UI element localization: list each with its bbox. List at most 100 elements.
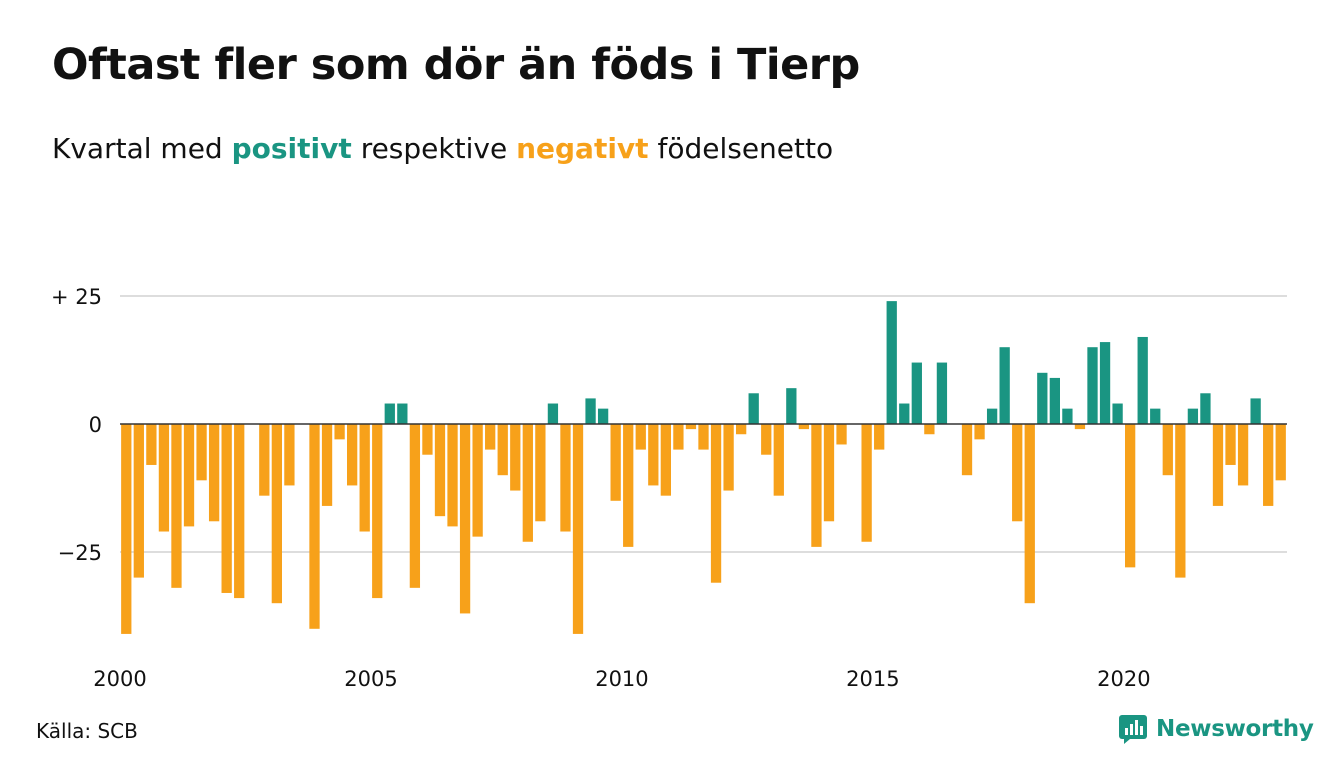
bar (234, 424, 245, 599)
bar (623, 424, 634, 547)
bar-layer (121, 301, 1286, 634)
brand-logo[interactable]: Newsworthy (1118, 714, 1314, 744)
bar (259, 424, 270, 496)
bar (736, 424, 747, 435)
bar (535, 424, 546, 522)
bar (1250, 398, 1261, 424)
bar (811, 424, 822, 547)
bar (836, 424, 847, 445)
bar (861, 424, 872, 542)
bar (1237, 424, 1249, 486)
bar (899, 403, 910, 424)
subtitle-positive: positivt (231, 132, 352, 165)
bar (597, 408, 609, 424)
bar (572, 424, 584, 634)
bar (284, 424, 295, 486)
bar (510, 424, 521, 491)
bar (397, 403, 408, 424)
bar (434, 424, 446, 517)
x-tick-label: 2020 (1097, 667, 1150, 691)
bar (1150, 408, 1161, 424)
bar (1062, 408, 1073, 424)
bar (986, 408, 998, 424)
bar (359, 424, 370, 532)
bar (422, 424, 433, 455)
subtitle-start: Kvartal med (52, 132, 223, 165)
bar (171, 424, 182, 588)
bar (773, 424, 784, 496)
bar (1099, 342, 1111, 424)
bar (1049, 377, 1060, 424)
bar (372, 424, 383, 599)
bar (1074, 424, 1086, 430)
bar (560, 424, 571, 532)
bar (1125, 424, 1136, 568)
chart-subtitle: Kvartal med positivt respektive negativt… (52, 132, 833, 165)
bar (999, 347, 1010, 424)
brand-name: Newsworthy (1156, 716, 1314, 742)
bar (196, 424, 207, 481)
bar (585, 398, 596, 424)
bar (309, 424, 320, 629)
bar (1175, 424, 1186, 578)
bar (974, 424, 985, 440)
bar (472, 424, 483, 537)
source-label: Källa: SCB (36, 719, 138, 743)
x-tick-label: 2005 (344, 667, 397, 691)
bar (271, 424, 282, 604)
bar (1263, 424, 1274, 506)
chart-title: Oftast fler som dör än föds i Tierp (52, 40, 860, 90)
bar (648, 424, 659, 486)
bar (723, 424, 734, 491)
bar (1225, 424, 1236, 465)
bar (874, 424, 885, 450)
bar (698, 424, 709, 450)
bar (146, 424, 157, 465)
bar (384, 403, 395, 424)
bar (321, 424, 333, 506)
bar (1112, 403, 1123, 424)
bar (1187, 408, 1199, 424)
bar (522, 424, 533, 542)
bar (1037, 372, 1048, 424)
bar (924, 424, 935, 435)
bar (121, 424, 132, 634)
bar (334, 424, 345, 440)
bar (635, 424, 646, 450)
bar (610, 424, 621, 501)
bar (221, 424, 232, 593)
bar (685, 424, 697, 430)
bar (1275, 424, 1286, 481)
bar (1087, 347, 1098, 424)
bar (961, 424, 973, 476)
bar (1012, 424, 1023, 522)
x-tick-label: 2010 (595, 667, 648, 691)
bar (1212, 424, 1224, 506)
bar (208, 424, 220, 522)
bar (660, 424, 671, 496)
bar (710, 424, 722, 583)
bar (886, 301, 897, 424)
bar (786, 388, 797, 424)
bar (1137, 336, 1148, 424)
bar (1162, 424, 1173, 476)
bar (761, 424, 772, 455)
bar (158, 424, 170, 532)
bar (133, 424, 144, 578)
bar (547, 403, 559, 424)
subtitle-mid: respektive (360, 132, 508, 165)
x-tick-label: 2015 (846, 667, 899, 691)
bar (748, 393, 759, 424)
bar (347, 424, 358, 486)
subtitle-end: födelsenetto (657, 132, 834, 165)
bar (673, 424, 684, 450)
bar (823, 424, 835, 522)
bar (485, 424, 496, 450)
bar (183, 424, 195, 527)
bar (497, 424, 508, 476)
bar (1200, 393, 1211, 424)
axis-layer: + 25 0 −25 2000 2005 2010 2015 2020 (51, 285, 1287, 691)
x-tick-label: 2000 (93, 667, 146, 691)
bar (409, 424, 421, 588)
y-tick-label: −25 (58, 541, 102, 565)
